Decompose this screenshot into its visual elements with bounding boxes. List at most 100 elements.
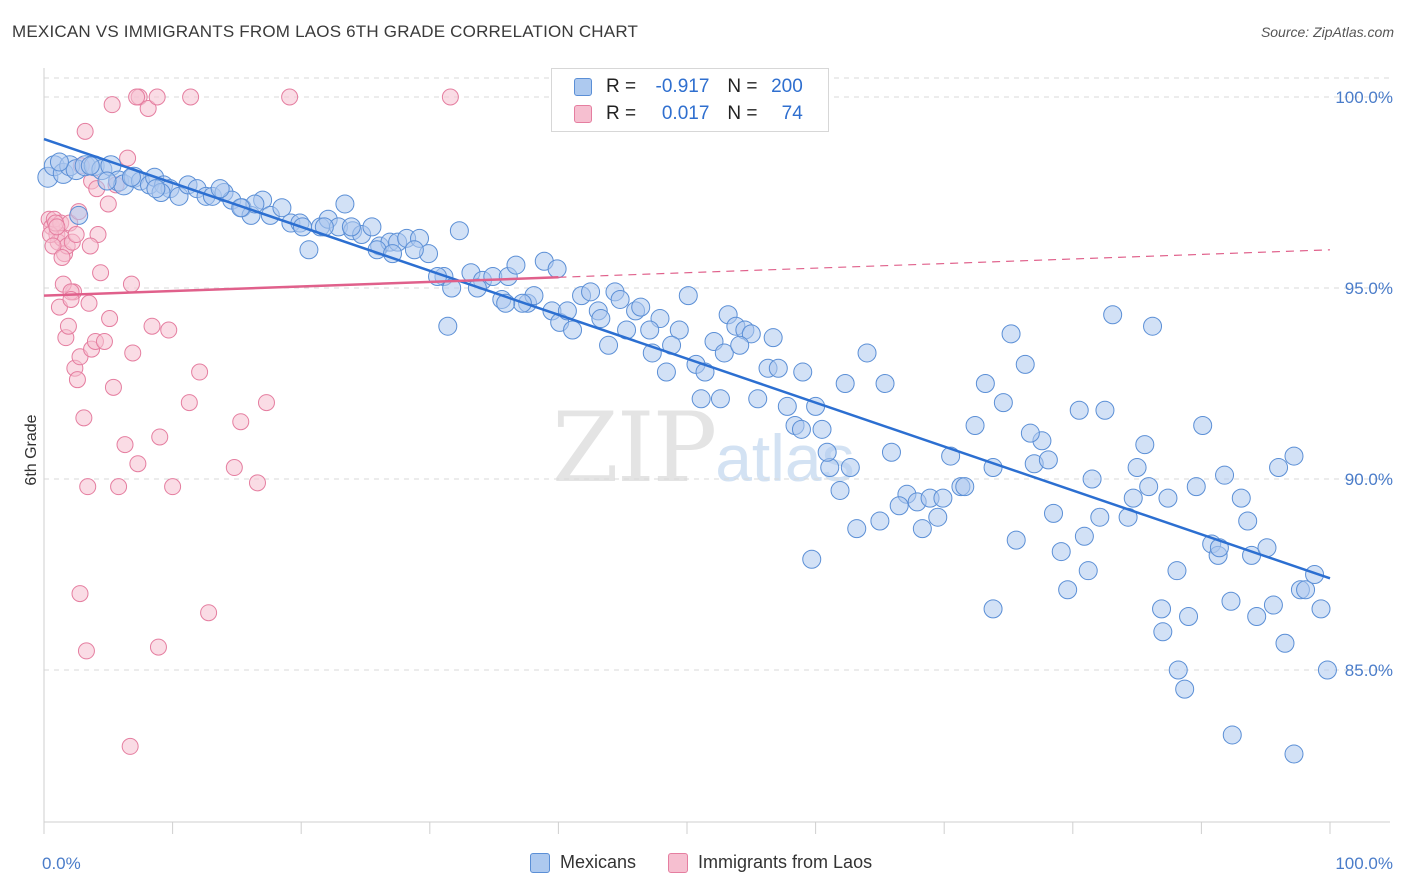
mexican-point <box>975 374 995 393</box>
laos-point <box>143 317 161 335</box>
laos-point <box>44 237 62 255</box>
mexican-point <box>933 488 953 508</box>
mexican-point <box>1296 580 1316 600</box>
mexican-point <box>210 179 230 199</box>
laos-point <box>75 409 93 427</box>
laos-point <box>79 478 97 496</box>
laos-point <box>67 226 85 244</box>
mexican-point <box>1222 725 1242 745</box>
mexican-point <box>299 240 319 260</box>
laos-point <box>139 99 157 117</box>
mexican-point <box>449 221 469 241</box>
legend-swatch-blue <box>574 78 592 96</box>
y-tick-label: 85.0% <box>1345 661 1393 680</box>
mexican-point <box>1135 435 1155 455</box>
mexican-point <box>335 194 355 214</box>
mexican-point <box>506 255 526 275</box>
laos-point <box>248 474 266 492</box>
laos-point <box>281 88 299 106</box>
laos-point <box>200 604 218 622</box>
laos-point <box>81 237 99 255</box>
laos-point <box>95 332 113 350</box>
laos-point <box>77 642 95 660</box>
laos-point <box>110 478 128 496</box>
mexican-point <box>404 240 424 260</box>
laos-point <box>191 363 209 381</box>
laos-point <box>48 218 66 236</box>
mexican-point <box>547 259 567 279</box>
mexican-point <box>912 519 932 539</box>
laos-point <box>232 413 250 431</box>
laos-point <box>180 394 198 412</box>
legend-n-value: 74 <box>781 103 803 124</box>
mexican-point <box>1284 744 1304 764</box>
mexican-point <box>678 286 698 306</box>
mexican-point <box>817 442 837 462</box>
legend-swatch-blue <box>530 852 550 873</box>
legend-row-laos: R = 0.017 N = 74 <box>574 103 803 125</box>
mexican-point <box>631 297 651 317</box>
mexican-points <box>37 152 1337 764</box>
laos-point <box>225 459 243 477</box>
watermark-zip: ZIP <box>552 392 717 504</box>
mexican-point <box>1095 400 1115 420</box>
mexican-point <box>1058 580 1078 600</box>
series-legend: Mexicans Immigrants from Laos <box>530 852 904 873</box>
correlation-legend: R = -0.917 N = 200 R = 0.017 N = 74 <box>551 68 829 132</box>
laos-point <box>257 394 275 412</box>
mexican-point <box>965 416 985 436</box>
laos-point <box>128 88 146 106</box>
mexican-point <box>802 549 822 569</box>
laos-point <box>160 321 178 339</box>
mexican-point <box>889 496 909 516</box>
mexican-point <box>1269 458 1289 478</box>
mexican-point <box>1193 416 1213 436</box>
mexican-point <box>812 419 832 439</box>
laos-point <box>104 378 122 396</box>
mexican-point <box>640 320 660 340</box>
mexican-point <box>1153 622 1173 642</box>
mexican-point <box>97 171 117 191</box>
mexican-point <box>1215 465 1235 485</box>
mexican-point <box>791 419 811 439</box>
mexican-point <box>1158 488 1178 508</box>
mexican-point <box>438 316 458 336</box>
x-tick-label: 0.0% <box>42 854 81 873</box>
laos-point <box>121 737 139 755</box>
mexican-point <box>563 320 583 340</box>
laos-point <box>59 317 77 335</box>
mexican-point <box>830 480 850 500</box>
legend-n-label: N = <box>727 76 758 97</box>
mexican-point <box>955 477 975 497</box>
mexican-point <box>983 599 1003 619</box>
laos-point <box>129 455 147 473</box>
mexican-point <box>1123 488 1143 508</box>
laos-point <box>148 88 166 106</box>
mexican-point <box>1015 354 1035 374</box>
mexican-point <box>1074 526 1094 546</box>
legend-item-mexicans: Mexicans <box>530 852 636 873</box>
mexican-point <box>1020 423 1040 443</box>
mexican-point <box>1103 305 1123 325</box>
mexican-point <box>1275 633 1295 653</box>
laos-point <box>151 428 169 446</box>
legend-r-value: -0.917 <box>655 76 710 97</box>
mexican-point <box>231 198 251 218</box>
laos-trend-line <box>43 276 559 297</box>
mexican-point <box>1231 488 1251 508</box>
mexican-point <box>777 396 797 416</box>
legend-r-label: R = <box>606 103 637 124</box>
laos-point <box>71 585 89 603</box>
mexican-point <box>847 519 867 539</box>
mexican-point <box>1069 400 1089 420</box>
mexican-point <box>1311 599 1331 619</box>
mexican-point <box>69 205 89 225</box>
mexican-point <box>1082 469 1102 489</box>
chart-title: MEXICAN VS IMMIGRANTS FROM LAOS 6TH GRAD… <box>12 22 639 41</box>
mexican-point <box>581 282 601 302</box>
mexican-point <box>1168 660 1188 680</box>
legend-swatch-pink <box>574 105 592 123</box>
x-tick-label: 100.0% <box>1335 854 1393 873</box>
axis-labels: 100.0% 95.0% 90.0% 85.0% 0.0% 100.0% 6th Grade <box>23 88 1393 873</box>
mexican-point <box>857 343 877 363</box>
